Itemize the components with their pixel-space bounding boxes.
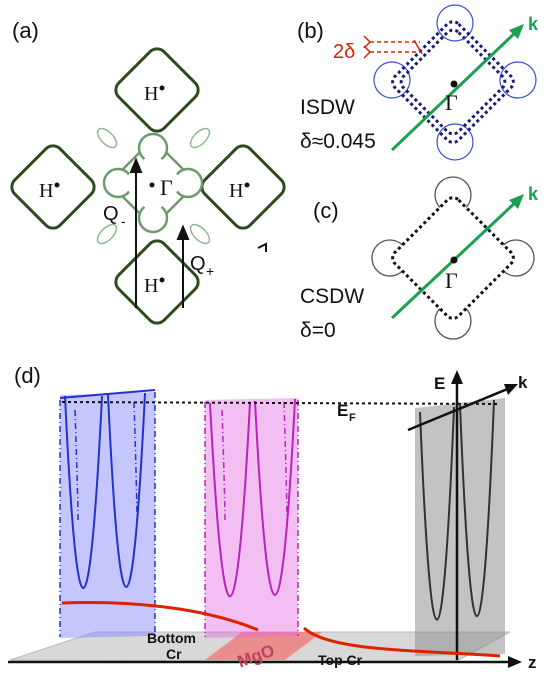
top-cr-label: Top Cr bbox=[318, 652, 363, 668]
profile-curve-top bbox=[302, 626, 501, 658]
bottom-cr-label-2: Cr bbox=[166, 646, 182, 662]
h-pocket-left bbox=[10, 144, 96, 230]
h-pocket-right bbox=[200, 144, 286, 230]
ellipse-pocket-2 bbox=[189, 127, 211, 149]
panel-d: (d) bbox=[8, 363, 537, 672]
k-label-c: k bbox=[528, 184, 539, 204]
isdw-label: ISDW bbox=[300, 96, 355, 119]
ef-label: E bbox=[337, 401, 348, 420]
h-label-top: H bbox=[144, 83, 158, 105]
isdw-delta: δ≈0.045 bbox=[300, 130, 376, 153]
profile-curve-bottom bbox=[61, 601, 259, 632]
gamma-label-a: Γ bbox=[160, 175, 173, 200]
h-label-right: H bbox=[229, 180, 243, 202]
k-arrow-b bbox=[390, 28, 520, 152]
h-label-left: H bbox=[39, 180, 53, 202]
q-minus-label: Q bbox=[103, 203, 119, 225]
two-delta-label: 2δ bbox=[333, 41, 355, 63]
gamma-label-b: Γ bbox=[445, 90, 458, 115]
bottom-cr-label-1: Bottom bbox=[147, 630, 196, 646]
csdw-label: CSDW bbox=[300, 285, 364, 308]
panel-c: (c) k Γ CSDW δ=0 bbox=[300, 176, 539, 342]
k-label-b: k bbox=[528, 14, 539, 34]
z-axis-label: z bbox=[528, 653, 537, 672]
csdw-delta: δ=0 bbox=[300, 319, 336, 342]
q-plus-label: Q bbox=[190, 253, 206, 275]
panel-a-label: (a) bbox=[12, 18, 39, 43]
panel-c-label: (c) bbox=[313, 198, 339, 223]
q-plus-sub: + bbox=[206, 263, 214, 279]
mgo-plane bbox=[205, 398, 298, 638]
panel-b-label: (b) bbox=[297, 18, 324, 43]
q-minus-sub: - bbox=[121, 213, 126, 229]
ellipse-pocket-1 bbox=[96, 127, 118, 149]
panel-d-label: (d) bbox=[14, 363, 41, 388]
gamma-label-c: Γ bbox=[445, 268, 458, 293]
k-axis bbox=[407, 386, 511, 432]
h-label-bottom: H bbox=[144, 275, 158, 297]
panel-a: (a) H H H H bbox=[10, 18, 286, 325]
small-tick-mark bbox=[257, 242, 267, 252]
e-axis-label: E bbox=[434, 374, 445, 393]
k-axis-label: k bbox=[518, 373, 528, 392]
mgo-band bbox=[205, 632, 322, 660]
ef-sub: F bbox=[349, 412, 356, 424]
bottom-cr-plane bbox=[60, 392, 155, 638]
isdw-diamond-outer bbox=[391, 20, 515, 144]
panel-b: (b) 2δ k Γ ISDW δ≈0.045 bbox=[297, 4, 539, 161]
ellipse-pocket-4 bbox=[189, 223, 211, 245]
isdw-diamond-inner bbox=[399, 28, 507, 136]
h-pocket-bottom bbox=[114, 239, 200, 325]
h-pocket-top bbox=[114, 47, 200, 133]
ellipse-pocket-3 bbox=[96, 223, 118, 245]
fermi-level-line bbox=[61, 401, 501, 405]
